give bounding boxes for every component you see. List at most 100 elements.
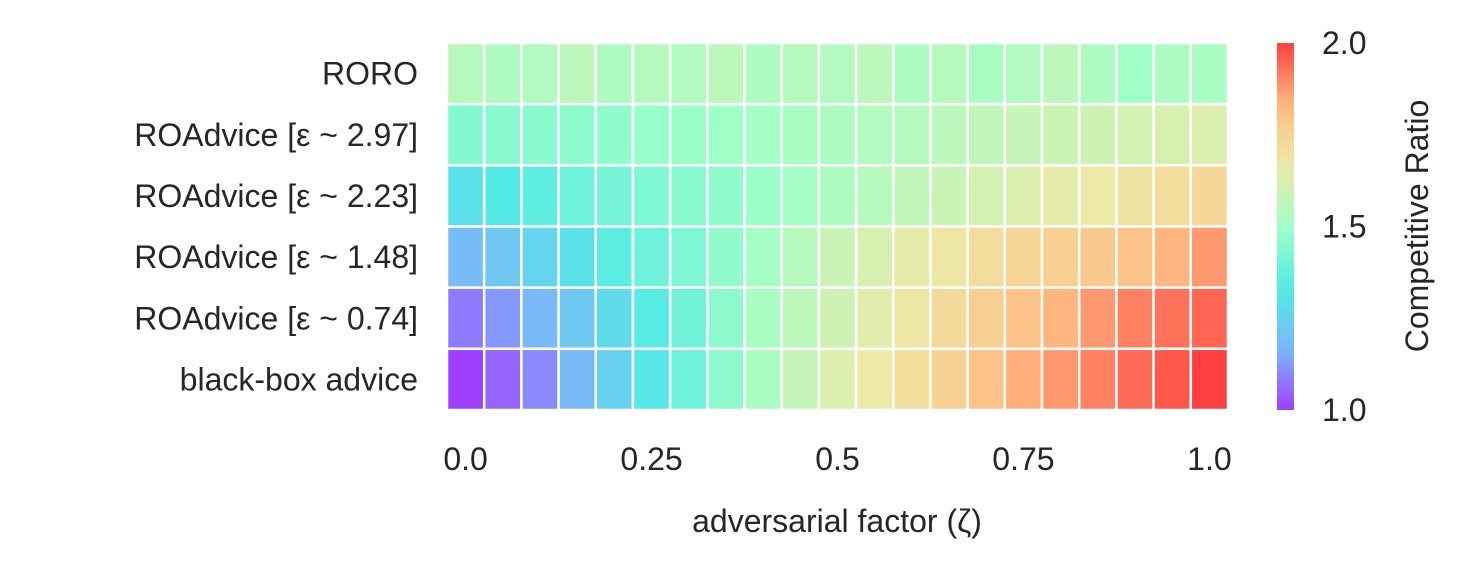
row-label: black-box advice (180, 361, 418, 397)
heatmap-cell (1189, 41, 1230, 106)
heatmap-cells (445, 41, 1230, 412)
heatmap-cell (594, 286, 635, 351)
heatmap-cell (445, 102, 486, 167)
heatmap-cell (594, 164, 635, 228)
x-tick-label: 0.5 (815, 441, 859, 477)
heatmap-cell (445, 164, 486, 228)
heatmap-cell (1189, 286, 1230, 351)
heatmap-cell (966, 286, 1007, 351)
heatmap-cell (706, 102, 746, 167)
row-label: RORO (322, 56, 418, 92)
heatmap-cell (966, 225, 1007, 289)
heatmap-cell (817, 164, 858, 228)
x-axis-label: adversarial factor (ζ) (692, 503, 982, 539)
heatmap-cell (892, 102, 932, 167)
row-label: ROAdvice [ε ~ 1.48] (134, 239, 418, 275)
heatmap-cell (520, 102, 560, 167)
heatmap-cell (743, 347, 783, 412)
heatmap-cell (929, 347, 969, 412)
heatmap-cell (445, 225, 486, 289)
heatmap-cell (482, 164, 523, 228)
heatmap-cell (557, 286, 598, 351)
heatmap-cell (1040, 102, 1081, 167)
heatmap-cell (1003, 225, 1044, 289)
heatmap-cell (445, 347, 486, 412)
heatmap-cell (1003, 286, 1044, 351)
heatmap-cell (929, 225, 969, 289)
heatmap-cell (1115, 164, 1155, 228)
heatmap-cell (1003, 41, 1044, 106)
heatmap-cell (780, 41, 821, 106)
heatmap-cell (520, 225, 560, 289)
heatmap-cell (520, 286, 560, 351)
row-label: ROAdvice [ε ~ 2.97] (134, 117, 418, 153)
heatmap-cell (1115, 225, 1155, 289)
heatmap-cell (631, 286, 672, 351)
heatmap-cell (482, 347, 523, 412)
heatmap-cell (780, 286, 821, 351)
heatmap-cell (445, 41, 486, 106)
heatmap-cell (892, 347, 932, 412)
heatmap-cell (668, 164, 709, 228)
heatmap-cell (1003, 164, 1044, 228)
heatmap-cell (445, 286, 486, 351)
heatmap-cell (966, 347, 1007, 412)
heatmap-cell (780, 164, 821, 228)
heatmap-cell (1115, 41, 1155, 106)
heatmap-cell (557, 225, 598, 289)
heatmap-cell (482, 102, 523, 167)
heatmap-cell (1152, 41, 1193, 106)
heatmap-cell (1152, 286, 1193, 351)
x-tick-label: 1.0 (1187, 441, 1231, 477)
heatmap-cell (929, 41, 969, 106)
heatmap-cell (706, 164, 746, 228)
heatmap-cell (780, 347, 821, 412)
heatmap-cell (482, 41, 523, 106)
heatmap-cell (1003, 102, 1044, 167)
heatmap-cell (557, 347, 598, 412)
heatmap-cell (631, 225, 672, 289)
heatmap-cell (780, 225, 821, 289)
heatmap-cell (594, 102, 635, 167)
heatmap-cell (668, 41, 709, 106)
heatmap-cell (1077, 347, 1118, 412)
heatmap-cell (668, 347, 709, 412)
heatmap-cell (743, 164, 783, 228)
heatmap-cell (631, 164, 672, 228)
heatmap-cell (854, 286, 895, 351)
colorbar-label: Competitive Ratio (1399, 100, 1435, 353)
heatmap-cell (1003, 347, 1044, 412)
heatmap-cell (557, 41, 598, 106)
heatmap-cell (1077, 225, 1118, 289)
heatmap-cell (1077, 164, 1118, 228)
heatmap-cell (631, 347, 672, 412)
heatmap-cell (1040, 164, 1081, 228)
heatmap-cell (743, 225, 783, 289)
heatmap-cell (482, 225, 523, 289)
heatmap-cell (817, 102, 858, 167)
heatmap-cell (966, 102, 1007, 167)
heatmap-cell (520, 41, 560, 106)
heatmap-cell (1189, 164, 1230, 228)
heatmap-cell (594, 225, 635, 289)
heatmap-cell (706, 286, 746, 351)
heatmap-cell (780, 102, 821, 167)
x-tick-label: 0.0 (443, 441, 487, 477)
heatmap-cell (1115, 102, 1155, 167)
heatmap-cell (817, 41, 858, 106)
heatmap-cell (706, 225, 746, 289)
heatmap-cell (854, 41, 895, 106)
heatmap-cell (557, 102, 598, 167)
heatmap-cell (594, 41, 635, 106)
heatmap-cell (817, 347, 858, 412)
heatmap-cell (854, 225, 895, 289)
colorbar-tick-label: 1.0 (1322, 392, 1366, 428)
heatmap-cell (1152, 102, 1193, 167)
heatmap-cell (706, 347, 746, 412)
heatmap-cell (854, 164, 895, 228)
heatmap-cell (668, 102, 709, 167)
heatmap-cell (966, 164, 1007, 228)
heatmap-cell (1115, 286, 1155, 351)
heatmap-cell (1189, 225, 1230, 289)
